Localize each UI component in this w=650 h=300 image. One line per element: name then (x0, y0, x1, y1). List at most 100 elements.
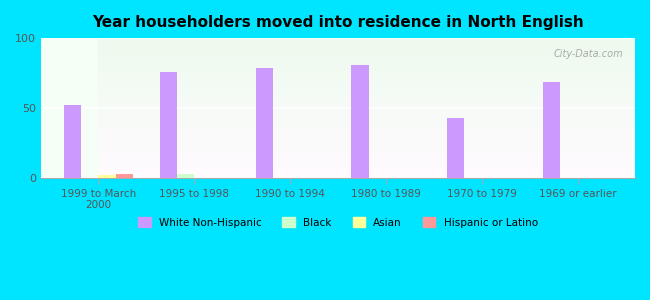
Bar (98, 41, 650, 42)
Title: Year householders moved into residence in North English: Year householders moved into residence i… (92, 15, 584, 30)
Bar (98, 114, 650, 115)
Bar (98, 80, 650, 82)
Bar (98, 38, 650, 40)
Bar (98, 87, 650, 88)
Bar (98, 51, 650, 52)
Legend: White Non-Hispanic, Black, Asian, Hispanic or Latino: White Non-Hispanic, Black, Asian, Hispan… (134, 213, 542, 232)
Bar (98, 97, 650, 98)
Bar (98, 132, 650, 134)
Bar (98, 115, 650, 117)
Bar (98, 73, 650, 74)
Bar (98, 61, 650, 62)
Bar (98, 104, 650, 105)
Bar (255, 68, 273, 178)
Bar (98, 86, 650, 87)
Bar (98, 44, 650, 45)
Bar (98, 130, 650, 132)
Bar (98, 143, 650, 145)
Bar (98, 136, 650, 138)
Bar (98, 105, 650, 107)
Bar (98, 128, 650, 129)
Bar (98, 111, 650, 112)
Bar (98, 172, 650, 174)
Bar (98, 59, 650, 61)
Bar (98, 77, 650, 79)
Bar (447, 118, 464, 178)
Bar (98, 79, 650, 80)
Bar (98, 119, 650, 121)
Bar (98, 94, 650, 95)
Bar (98, 72, 650, 73)
Bar (98, 62, 650, 63)
Bar (98, 52, 650, 53)
Bar (98, 138, 650, 139)
Bar (98, 149, 650, 150)
Bar (98, 170, 650, 171)
Bar (98, 145, 650, 146)
Bar (98, 88, 650, 90)
Bar (98, 101, 650, 103)
Bar (98, 90, 650, 91)
Bar (98, 82, 650, 83)
Bar (98, 58, 650, 59)
Bar (98, 164, 650, 166)
Bar (98, 108, 650, 110)
Bar (98, 167, 650, 168)
Bar (98, 157, 650, 159)
Bar (98, 147, 650, 149)
Bar (98, 103, 650, 104)
Bar (98, 55, 650, 56)
Bar (98, 112, 650, 114)
Bar (543, 82, 560, 178)
Bar (98, 122, 650, 124)
Bar (98, 146, 650, 147)
Bar (98, 153, 650, 154)
Bar (98, 83, 650, 84)
Bar (98, 152, 650, 153)
Bar (116, 174, 133, 178)
Bar (98, 70, 650, 72)
Bar (98, 159, 650, 160)
Bar (98, 129, 650, 130)
Bar (352, 65, 369, 178)
Bar (98, 100, 650, 101)
Bar (98, 140, 650, 142)
Bar (98, 161, 650, 163)
Bar (177, 174, 194, 178)
Bar (98, 168, 650, 170)
Bar (98, 126, 650, 128)
Bar (98, 93, 650, 94)
Bar (98, 110, 650, 111)
Bar (98, 46, 650, 48)
Bar (98, 49, 650, 51)
Bar (98, 134, 650, 135)
Bar (98, 107, 650, 108)
Bar (98, 45, 650, 46)
Bar (98, 124, 650, 125)
Bar (98, 156, 650, 157)
Bar (98, 174, 650, 176)
Bar (98, 40, 650, 41)
Bar (98, 76, 650, 77)
Bar (98, 95, 650, 97)
Bar (98, 56, 650, 58)
Bar (98, 177, 650, 178)
Bar (98, 66, 650, 68)
Bar (98, 53, 650, 55)
Bar (98, 98, 650, 100)
Bar (98, 74, 650, 76)
Bar (98, 154, 650, 156)
Bar (98, 139, 650, 140)
Bar (98, 135, 650, 136)
Bar (98, 176, 116, 178)
Bar (98, 63, 650, 65)
Bar (98, 118, 650, 119)
Bar (98, 150, 650, 152)
Bar (98, 48, 650, 49)
Text: City-Data.com: City-Data.com (554, 49, 623, 59)
Bar (98, 166, 650, 167)
Bar (98, 117, 650, 118)
Bar (98, 65, 650, 66)
Bar (98, 142, 650, 143)
Bar (98, 91, 650, 93)
